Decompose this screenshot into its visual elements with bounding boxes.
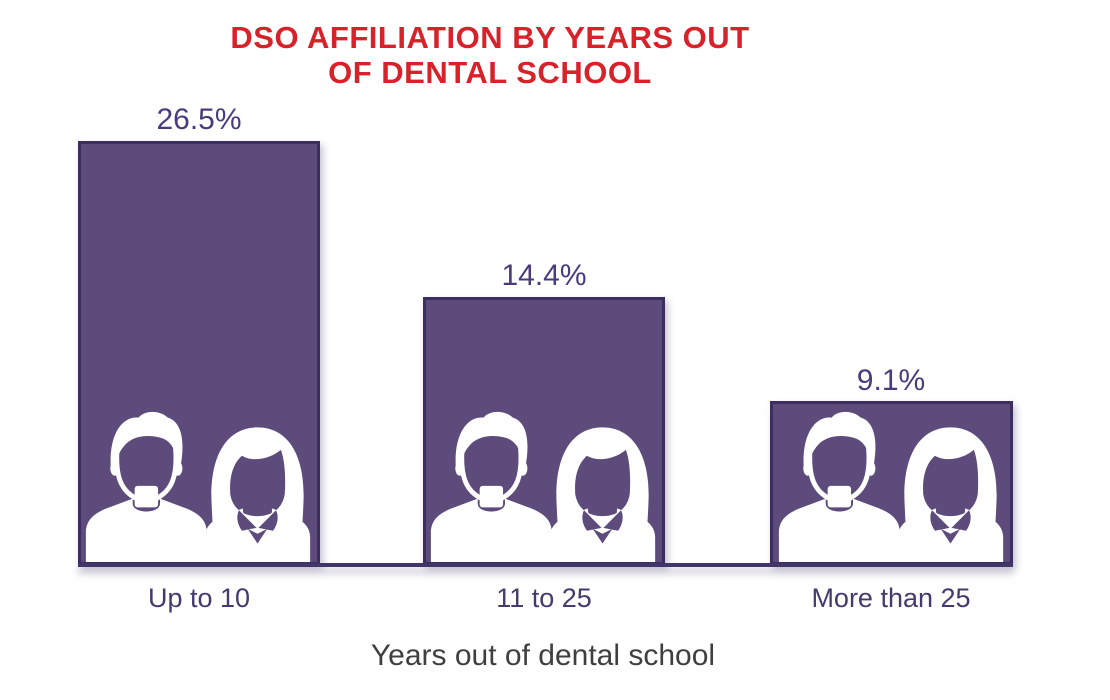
- value-label-11-to-25: 14.4%: [501, 259, 587, 292]
- woman-avatar-icon: [897, 427, 1003, 562]
- x-tick-more-than-25: More than 25: [811, 583, 971, 613]
- x-tick-11-to-25: 11 to 25: [496, 583, 592, 613]
- chart-title-line1: DSO AFFILIATION BY YEARS OUT: [230, 20, 750, 55]
- man-woman-avatars-icon: [778, 411, 1003, 562]
- man-avatar-icon: [430, 411, 552, 562]
- woman-avatar-icon: [549, 427, 656, 562]
- chart-title: DSO AFFILIATION BY YEARS OUT OF DENTAL S…: [0, 20, 980, 90]
- x-axis-line: [78, 563, 1013, 567]
- bar-more-than-25: [770, 401, 1013, 565]
- woman-avatar-icon: [204, 427, 311, 562]
- man-woman-avatars-icon: [430, 411, 656, 562]
- man-woman-avatars-icon: [85, 411, 311, 562]
- man-avatar-icon: [778, 411, 900, 562]
- x-axis-title: Years out of dental school: [370, 639, 716, 672]
- man-avatar-icon: [85, 411, 207, 562]
- chart-title-line2: OF DENTAL SCHOOL: [328, 55, 652, 90]
- x-tick-up-to-10: Up to 10: [147, 583, 251, 613]
- value-label-up-to-10: 26.5%: [156, 103, 242, 136]
- bar-11-to-25: [423, 297, 665, 565]
- bar-up-to-10: [78, 141, 320, 565]
- value-label-more-than-25: 9.1%: [856, 364, 926, 397]
